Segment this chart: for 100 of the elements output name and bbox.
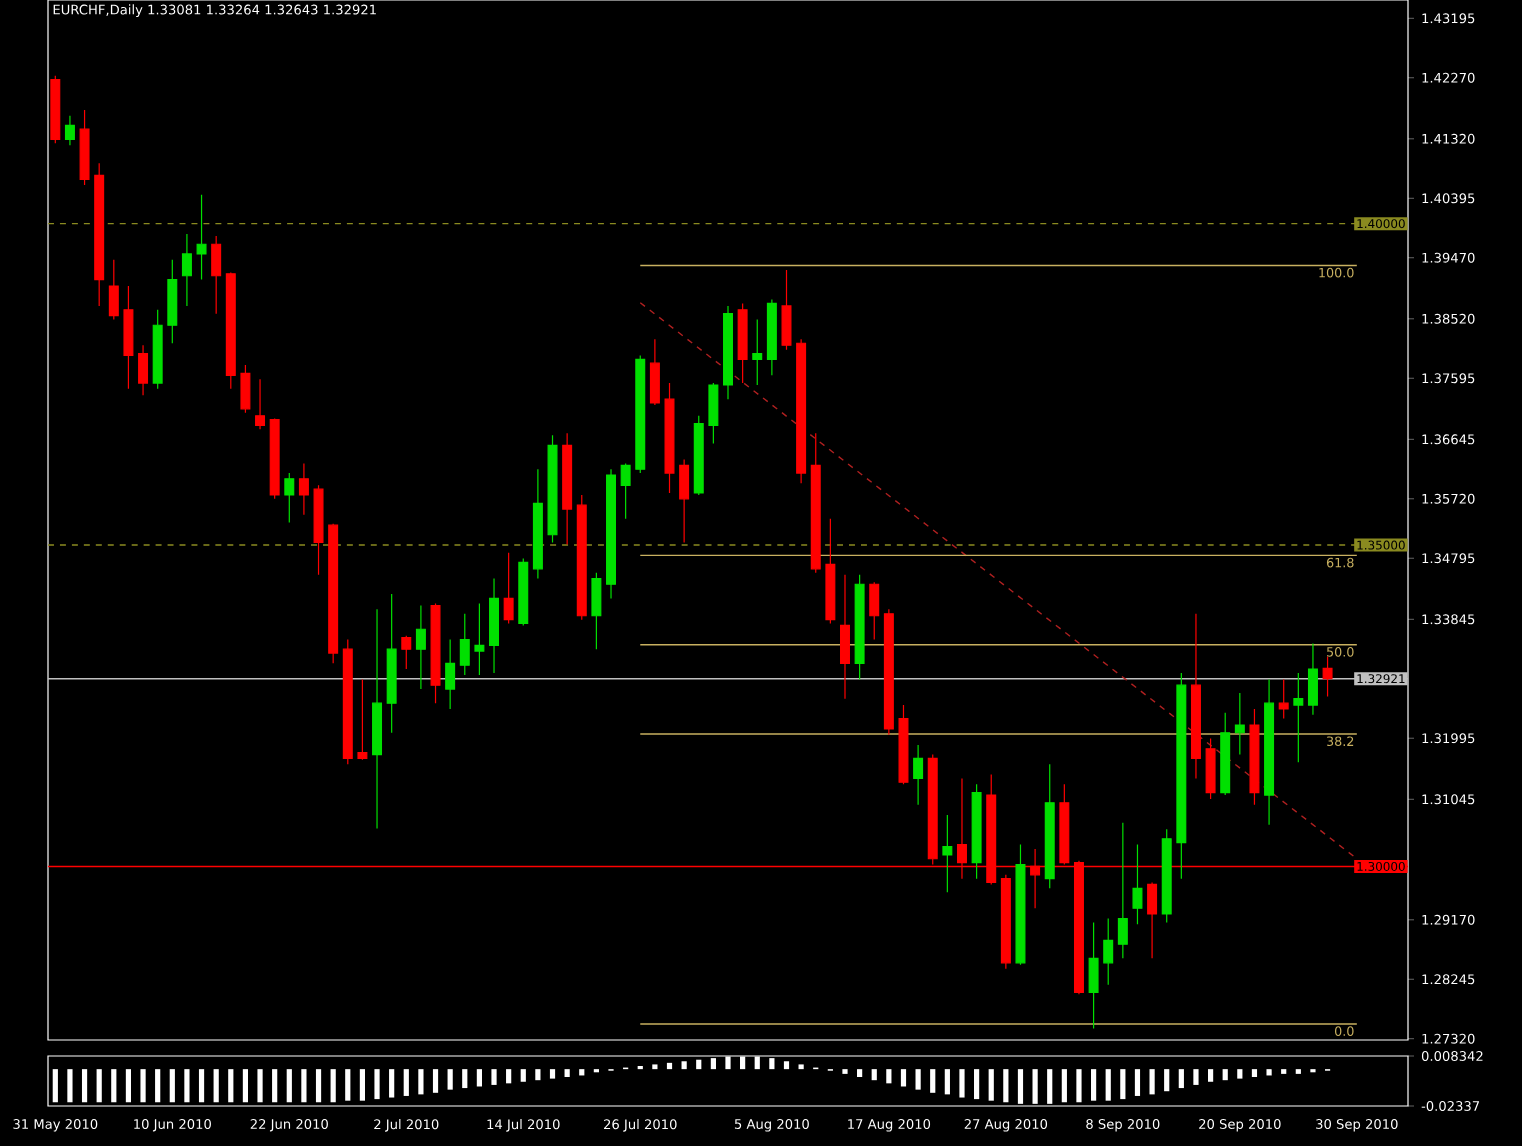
candlestick xyxy=(1000,874,1011,970)
candlestick xyxy=(532,468,543,580)
candlestick xyxy=(1190,613,1201,779)
candlestick xyxy=(64,115,75,146)
candlestick xyxy=(971,783,982,880)
candlestick xyxy=(94,162,105,307)
bar xyxy=(564,1069,570,1078)
candlestick xyxy=(1278,678,1289,720)
candlestick xyxy=(591,572,602,650)
candlestick xyxy=(913,744,924,806)
candlestick xyxy=(372,608,383,830)
candlestick xyxy=(50,75,61,144)
candlestick xyxy=(123,285,134,390)
candlestick xyxy=(752,318,763,386)
bar xyxy=(374,1069,380,1100)
candlestick xyxy=(255,378,266,430)
candlestick xyxy=(211,235,222,315)
bar xyxy=(666,1062,673,1070)
candlestick xyxy=(401,635,412,670)
candlestick xyxy=(357,678,368,761)
candlestick xyxy=(649,338,660,406)
bar xyxy=(681,1061,687,1070)
candlestick xyxy=(840,574,850,700)
candlestick xyxy=(766,298,777,376)
candlestick xyxy=(693,415,704,496)
bar xyxy=(930,1069,936,1093)
bar xyxy=(783,1061,790,1070)
bar xyxy=(900,1069,907,1087)
candlestick xyxy=(79,109,90,186)
candlestick xyxy=(1205,737,1216,800)
candlestick xyxy=(138,344,149,396)
candlestick xyxy=(898,704,909,785)
bar xyxy=(506,1069,512,1084)
candlestick xyxy=(445,638,456,710)
bar xyxy=(652,1064,658,1070)
candlestick xyxy=(1015,843,1026,966)
candlestick xyxy=(1249,708,1260,806)
candlestick xyxy=(386,593,397,734)
bar xyxy=(418,1069,424,1095)
candlestick xyxy=(737,302,748,384)
bar xyxy=(1207,1069,1214,1082)
bar xyxy=(1120,1069,1126,1100)
candlestick xyxy=(562,432,573,546)
bar xyxy=(476,1069,482,1087)
candlestick xyxy=(708,382,719,445)
bar xyxy=(1149,1069,1155,1095)
candlestick xyxy=(1147,881,1158,959)
bar xyxy=(1237,1069,1243,1079)
candlestick xyxy=(1322,656,1333,698)
candlestick xyxy=(620,462,631,520)
bar xyxy=(549,1069,556,1079)
candlestick xyxy=(284,472,295,524)
candlestick xyxy=(796,338,807,484)
bar xyxy=(447,1069,453,1090)
candlestick xyxy=(181,233,192,307)
candlestick xyxy=(1132,843,1143,925)
bar xyxy=(1251,1069,1258,1078)
candlestick xyxy=(854,574,865,680)
candlestick xyxy=(1117,822,1128,959)
bar xyxy=(1178,1069,1184,1089)
candlestick xyxy=(474,602,485,676)
candlestick xyxy=(298,462,309,516)
candlestick xyxy=(196,194,207,281)
candlestick xyxy=(781,269,792,351)
bar xyxy=(988,1069,994,1101)
candlestick xyxy=(518,557,529,627)
candlestick xyxy=(415,604,426,690)
candlestick xyxy=(679,458,690,544)
bar xyxy=(359,1069,366,1101)
bar xyxy=(403,1069,409,1096)
bar xyxy=(974,1069,980,1100)
candlestick xyxy=(430,602,441,704)
bar xyxy=(944,1069,950,1095)
candlestick xyxy=(664,382,675,494)
candlestick xyxy=(547,434,558,544)
bar xyxy=(871,1069,877,1081)
candlestick xyxy=(269,417,280,500)
candlestick xyxy=(152,309,163,390)
candlestick xyxy=(1103,917,1114,986)
candlestick xyxy=(1220,712,1231,796)
candlestick xyxy=(328,523,339,664)
bar xyxy=(886,1069,892,1084)
candlestick xyxy=(883,608,894,736)
bar xyxy=(432,1069,439,1093)
candlestick xyxy=(1161,828,1172,923)
candlestick xyxy=(342,638,353,765)
candlestick xyxy=(503,552,514,625)
candlestick xyxy=(1044,763,1055,889)
bar xyxy=(798,1064,804,1070)
candlestick xyxy=(825,518,836,625)
candlestick xyxy=(869,581,880,641)
bar xyxy=(462,1069,468,1089)
bar xyxy=(915,1069,921,1090)
candlestick xyxy=(723,305,733,400)
bar xyxy=(1222,1069,1228,1081)
bar xyxy=(1193,1069,1199,1085)
bar xyxy=(491,1069,497,1085)
candlestick xyxy=(810,432,821,574)
candlestick xyxy=(1293,672,1304,763)
bar xyxy=(857,1069,863,1078)
